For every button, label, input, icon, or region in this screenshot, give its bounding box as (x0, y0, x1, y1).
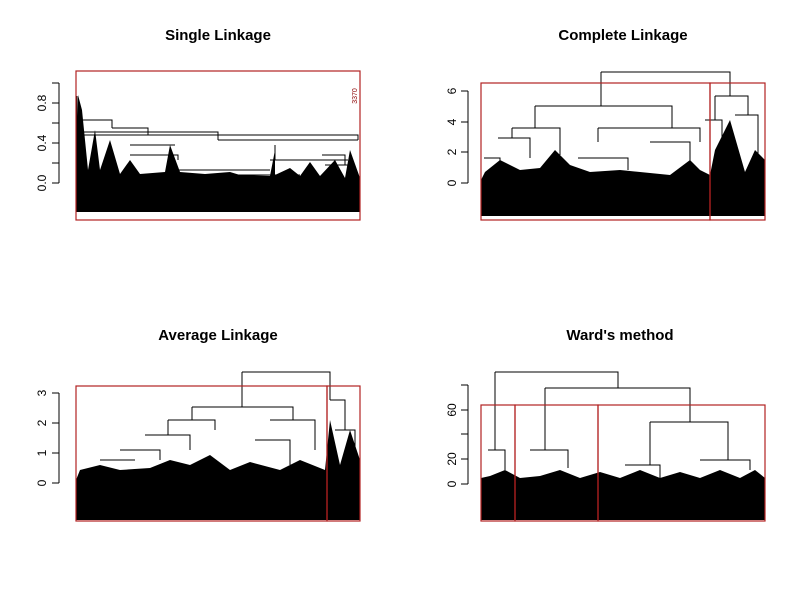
leaf-mass (481, 470, 765, 520)
chart-title: Complete Linkage (558, 27, 687, 44)
y-axis: 0 1 2 3 (35, 389, 60, 486)
leaf-label: 3370 (352, 88, 359, 104)
y-axis: 0.0 0.4 0.8 (35, 82, 60, 191)
cluster-rect (597, 404, 766, 522)
panel-single-linkage: Single Linkage 0.0 0.4 0.8 3370 (35, 27, 361, 221)
panel-average-linkage: Average Linkage 0 1 2 3 (35, 327, 361, 522)
chart-title: Ward's method (566, 327, 673, 344)
leaf-mass (76, 420, 360, 520)
dendrogram-branch (100, 371, 356, 465)
y-tick-label: 0 (445, 480, 459, 487)
y-tick-label: 6 (445, 87, 459, 94)
cluster-rect (326, 385, 361, 522)
panel-wards-method: Ward's method 0 20 60 (445, 327, 766, 522)
dendrogram-branch (488, 371, 751, 478)
y-tick-label: 0 (35, 479, 49, 486)
y-axis: 0 20 60 (445, 384, 469, 487)
cluster-rect (75, 70, 361, 221)
cluster-rect (709, 82, 766, 221)
dendrogram-branch (484, 71, 759, 172)
dendrogram-branch (76, 96, 359, 176)
dendrogram-tree (481, 71, 765, 216)
y-tick-label: 0.8 (35, 94, 49, 111)
chart-title: Single Linkage (165, 27, 271, 44)
leaf-mass (481, 120, 765, 216)
y-axis: 0 2 4 6 (445, 87, 469, 186)
y-tick-label: 0 (445, 179, 459, 186)
y-tick-label: 1 (35, 449, 49, 456)
panel-complete-linkage: Complete Linkage 0 2 4 6 (445, 27, 766, 221)
y-tick-label: 4 (445, 118, 459, 125)
y-tick-label: 20 (445, 452, 459, 466)
dendrogram-tree (481, 371, 765, 520)
y-tick-label: 60 (445, 403, 459, 417)
y-tick-label: 3 (35, 389, 49, 396)
y-tick-label: 0.0 (35, 174, 49, 191)
y-tick-label: 2 (445, 148, 459, 155)
y-tick-label: 2 (35, 419, 49, 426)
dendrogram-tree (76, 95, 360, 212)
leaf-mass (76, 95, 360, 212)
chart-title: Average Linkage (158, 327, 278, 344)
dendrogram-tree (76, 371, 360, 520)
y-tick-label: 0.4 (35, 134, 49, 151)
